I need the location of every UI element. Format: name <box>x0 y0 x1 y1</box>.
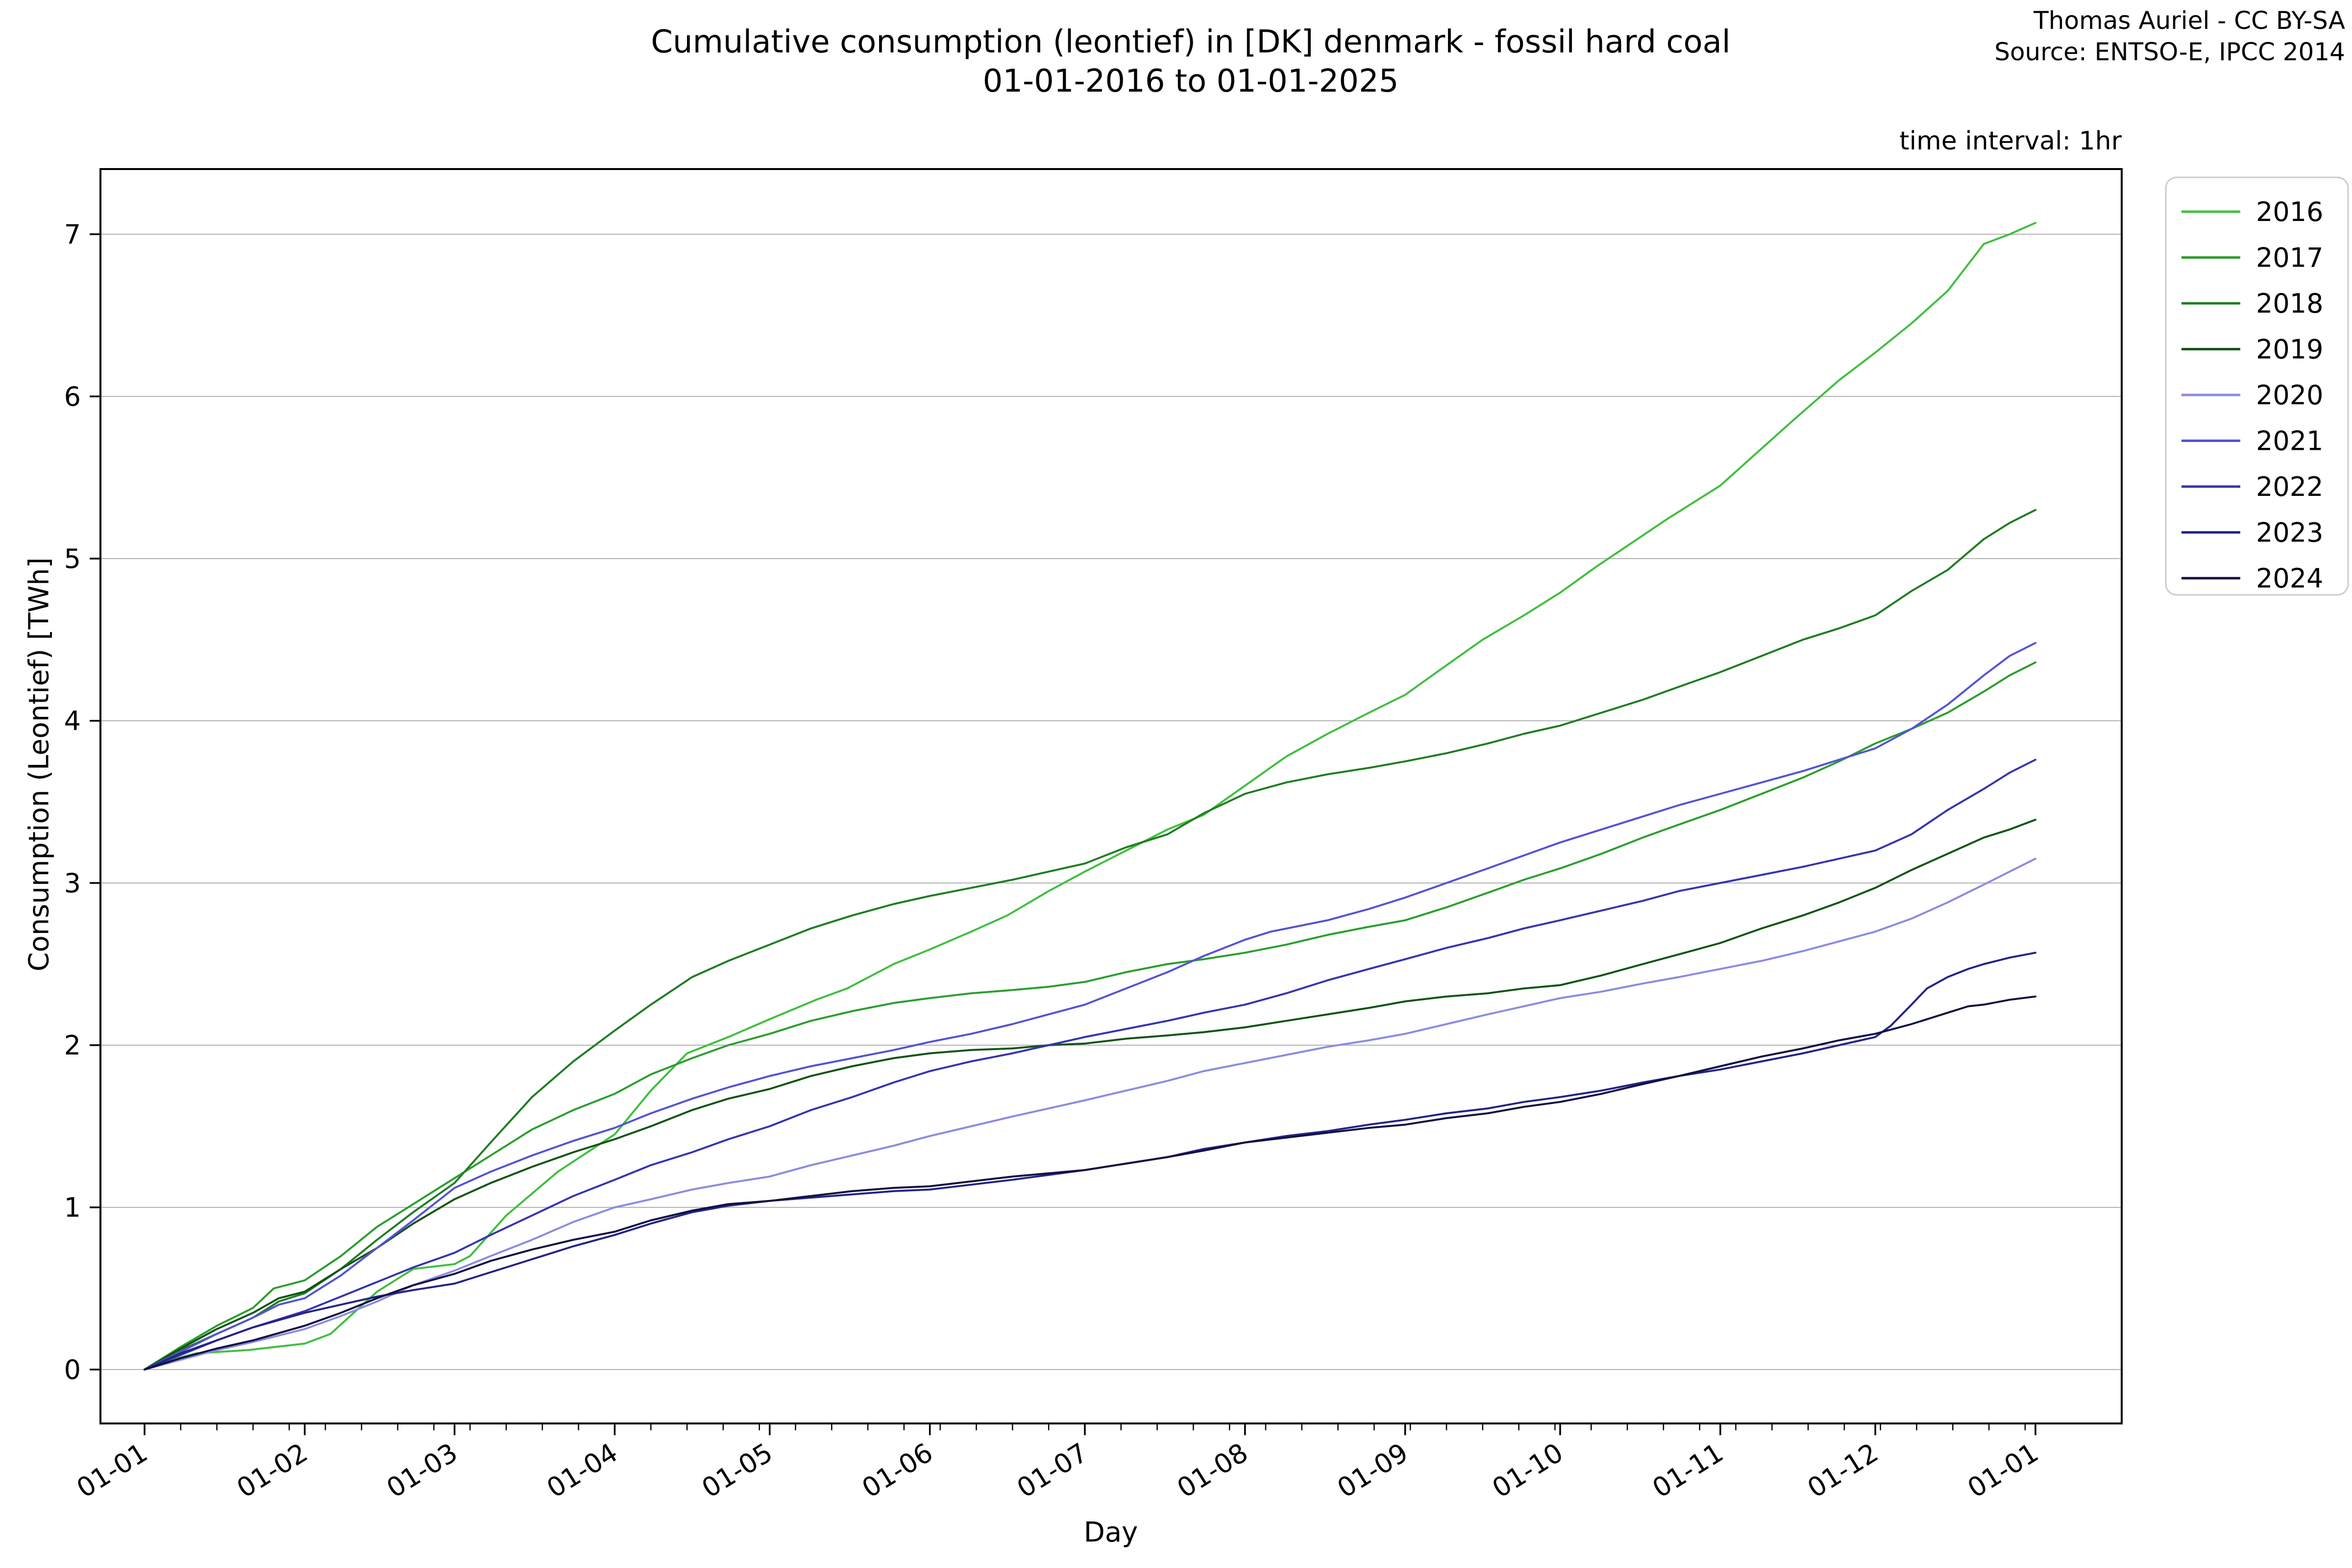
x-tick-label-9: 01-10 <box>1487 1437 1568 1504</box>
series-line-2021 <box>144 642 2036 1371</box>
x-tick-label-2: 01-03 <box>381 1437 463 1504</box>
y-tick-label-4: 4 <box>64 706 81 736</box>
x-tick-label-3: 01-04 <box>541 1437 623 1504</box>
x-tick-label-12: 01-01 <box>1962 1437 2043 1504</box>
x-tick-label-6: 01-07 <box>1011 1437 1093 1504</box>
axes-spines <box>99 168 2123 1424</box>
credit-block: Thomas Auriel - CC BY-SA Source: ENTSO-E… <box>1994 5 2345 68</box>
y-tick-label-6: 6 <box>64 381 81 412</box>
y-tick-label-0: 0 <box>64 1354 81 1385</box>
series-line-2017 <box>144 661 2036 1371</box>
legend-label-2021: 2021 <box>2256 426 2323 457</box>
page-title: Cumulative consumption (leontief) in [DK… <box>651 23 1730 101</box>
x-tick-label-1: 01-02 <box>231 1437 313 1504</box>
series-line-2020 <box>144 858 2036 1371</box>
y-tick-label-1: 1 <box>64 1192 81 1223</box>
title-line-2: 01-01-2016 to 01-01-2025 <box>982 63 1399 99</box>
y-axis: 0 1 2 3 4 5 6 7 <box>64 219 100 1385</box>
x-tick-label-11: 01-12 <box>1802 1437 1884 1504</box>
x-tick-label-7: 01-08 <box>1172 1437 1253 1504</box>
legend-label-2020: 2020 <box>2256 380 2323 411</box>
gridlines <box>100 234 2122 1370</box>
legend-label-2019: 2019 <box>2256 334 2323 365</box>
series-line-2019 <box>144 818 2036 1371</box>
y-tick-label-2: 2 <box>64 1030 81 1061</box>
x-tick-label-8: 01-09 <box>1332 1437 1413 1504</box>
legend-label-2023: 2023 <box>2256 517 2323 548</box>
legend-label-2016: 2016 <box>2256 196 2323 227</box>
legend-label-2018: 2018 <box>2256 288 2323 319</box>
legend-box: 2016 2017 2018 2019 2020 2021 2022 2023 2024 <box>2165 176 2349 596</box>
plot-frame <box>99 168 2123 1424</box>
legend-label-2024: 2024 <box>2256 563 2323 594</box>
series-lines <box>144 221 2036 1371</box>
legend-frame <box>2165 176 2349 596</box>
y-tick-label-7: 7 <box>64 219 81 250</box>
y-tick-label-3: 3 <box>64 868 81 899</box>
series-line-2022 <box>144 759 2036 1371</box>
legend-label-2017: 2017 <box>2256 243 2323 273</box>
time-interval-note: time interval: 1hr <box>1899 126 2122 156</box>
series-line-2024 <box>144 995 2036 1371</box>
series-line-2018 <box>144 509 2036 1371</box>
x-axis: 01-01 01-02 01-03 01-04 01-05 01-06 01-07 01-08… <box>71 1423 2044 1504</box>
credit-author: Thomas Auriel - CC BY-SA <box>2034 6 2345 35</box>
series-line-2023 <box>144 952 2036 1371</box>
x-tick-label-4: 01-05 <box>696 1437 778 1504</box>
credit-source: Source: ENTSO-E, IPCC 2014 <box>1994 38 2345 66</box>
x-axis-label: Day <box>1083 1517 1138 1548</box>
title-line-1: Cumulative consumption (leontief) in [DK… <box>651 24 1731 60</box>
series-line-2016 <box>144 221 2036 1371</box>
legend-label-2022: 2022 <box>2256 471 2323 502</box>
y-tick-label-5: 5 <box>64 543 81 574</box>
x-tick-label-0: 01-01 <box>71 1437 152 1504</box>
x-tick-label-5: 01-06 <box>857 1437 938 1504</box>
x-tick-label-10: 01-11 <box>1647 1437 1728 1504</box>
